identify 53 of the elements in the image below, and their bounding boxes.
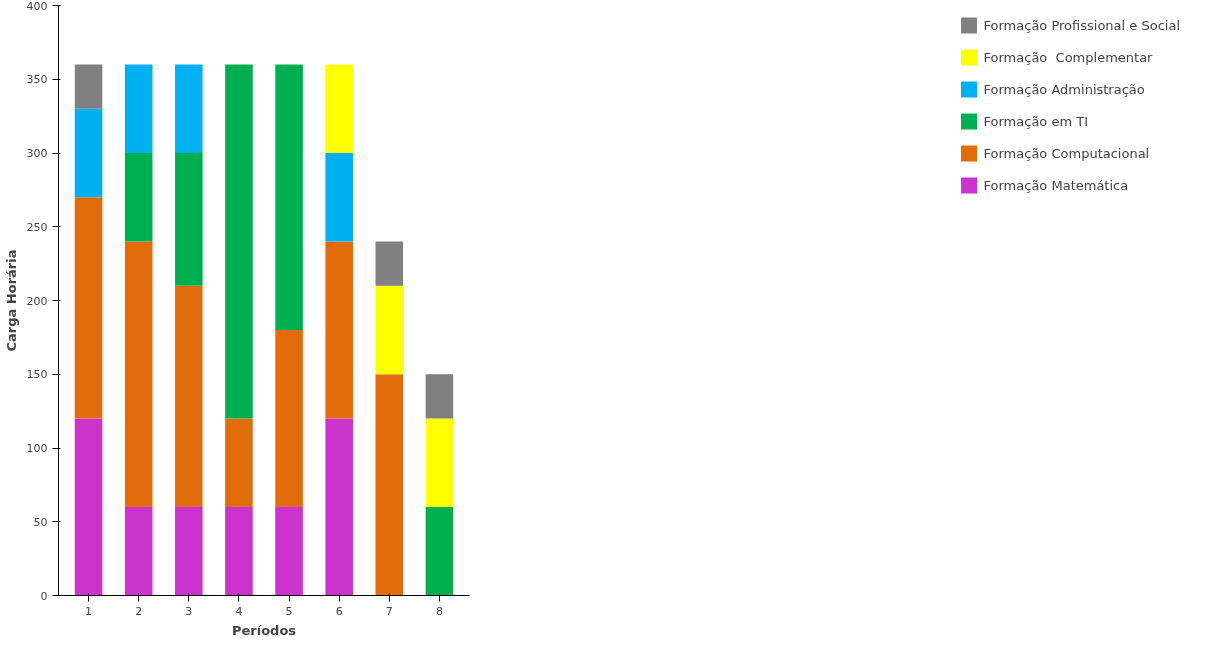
y-axis-title: Carga Horária (3, 249, 19, 352)
bar (225, 418, 253, 507)
y-tick-label: 400 (26, 0, 48, 13)
bar (124, 507, 153, 596)
x-tick-label: 6 (335, 604, 343, 618)
legend-label: Formação Administração (983, 81, 1145, 97)
x-tick-label: 3 (185, 604, 193, 618)
x-tick-label: 7 (385, 604, 393, 618)
legend-label: Formação Complementar (983, 49, 1153, 65)
bar (175, 507, 203, 596)
x-axis-title: Períodos (231, 622, 297, 638)
y-tick-label: 350 (26, 73, 48, 87)
bar (425, 418, 454, 507)
bar (175, 153, 203, 286)
y-tick-label: 250 (26, 220, 48, 234)
legend-label: Formação Computacional (983, 145, 1150, 161)
bar (325, 153, 353, 242)
y-tick-label: 200 (26, 294, 48, 308)
bar (375, 285, 404, 375)
bar (375, 241, 404, 286)
bar (225, 64, 253, 419)
bar (325, 241, 353, 419)
bar (425, 507, 454, 596)
bar (175, 285, 203, 507)
bar (74, 64, 103, 109)
x-tick-label: 1 (85, 604, 93, 618)
bar (375, 374, 404, 596)
bar (225, 507, 253, 596)
bar (275, 507, 303, 596)
bar (74, 418, 103, 596)
bar (124, 241, 153, 507)
bar (325, 64, 353, 153)
bar (74, 108, 103, 198)
bar (275, 64, 303, 330)
legend-label: Formação em TI (983, 113, 1089, 129)
bar (425, 374, 454, 419)
legend-label: Formação Profissional e Social (983, 17, 1180, 33)
bar (325, 418, 353, 596)
y-tick-label: 100 (26, 442, 48, 455)
bar (124, 153, 153, 242)
bar (175, 64, 203, 153)
x-tick-label: 5 (285, 604, 293, 618)
x-tick-label: 8 (435, 604, 443, 618)
x-tick-label: 2 (135, 604, 143, 618)
y-tick-label: 0 (40, 589, 48, 603)
bar (124, 64, 153, 153)
y-tick-label: 300 (26, 147, 48, 160)
bar (74, 197, 103, 419)
y-tick-label: 150 (26, 368, 48, 382)
bar (275, 330, 303, 507)
x-tick-label: 4 (235, 604, 243, 618)
y-tick-label: 50 (33, 515, 48, 529)
legend-label: Formação Matemática (983, 177, 1129, 193)
